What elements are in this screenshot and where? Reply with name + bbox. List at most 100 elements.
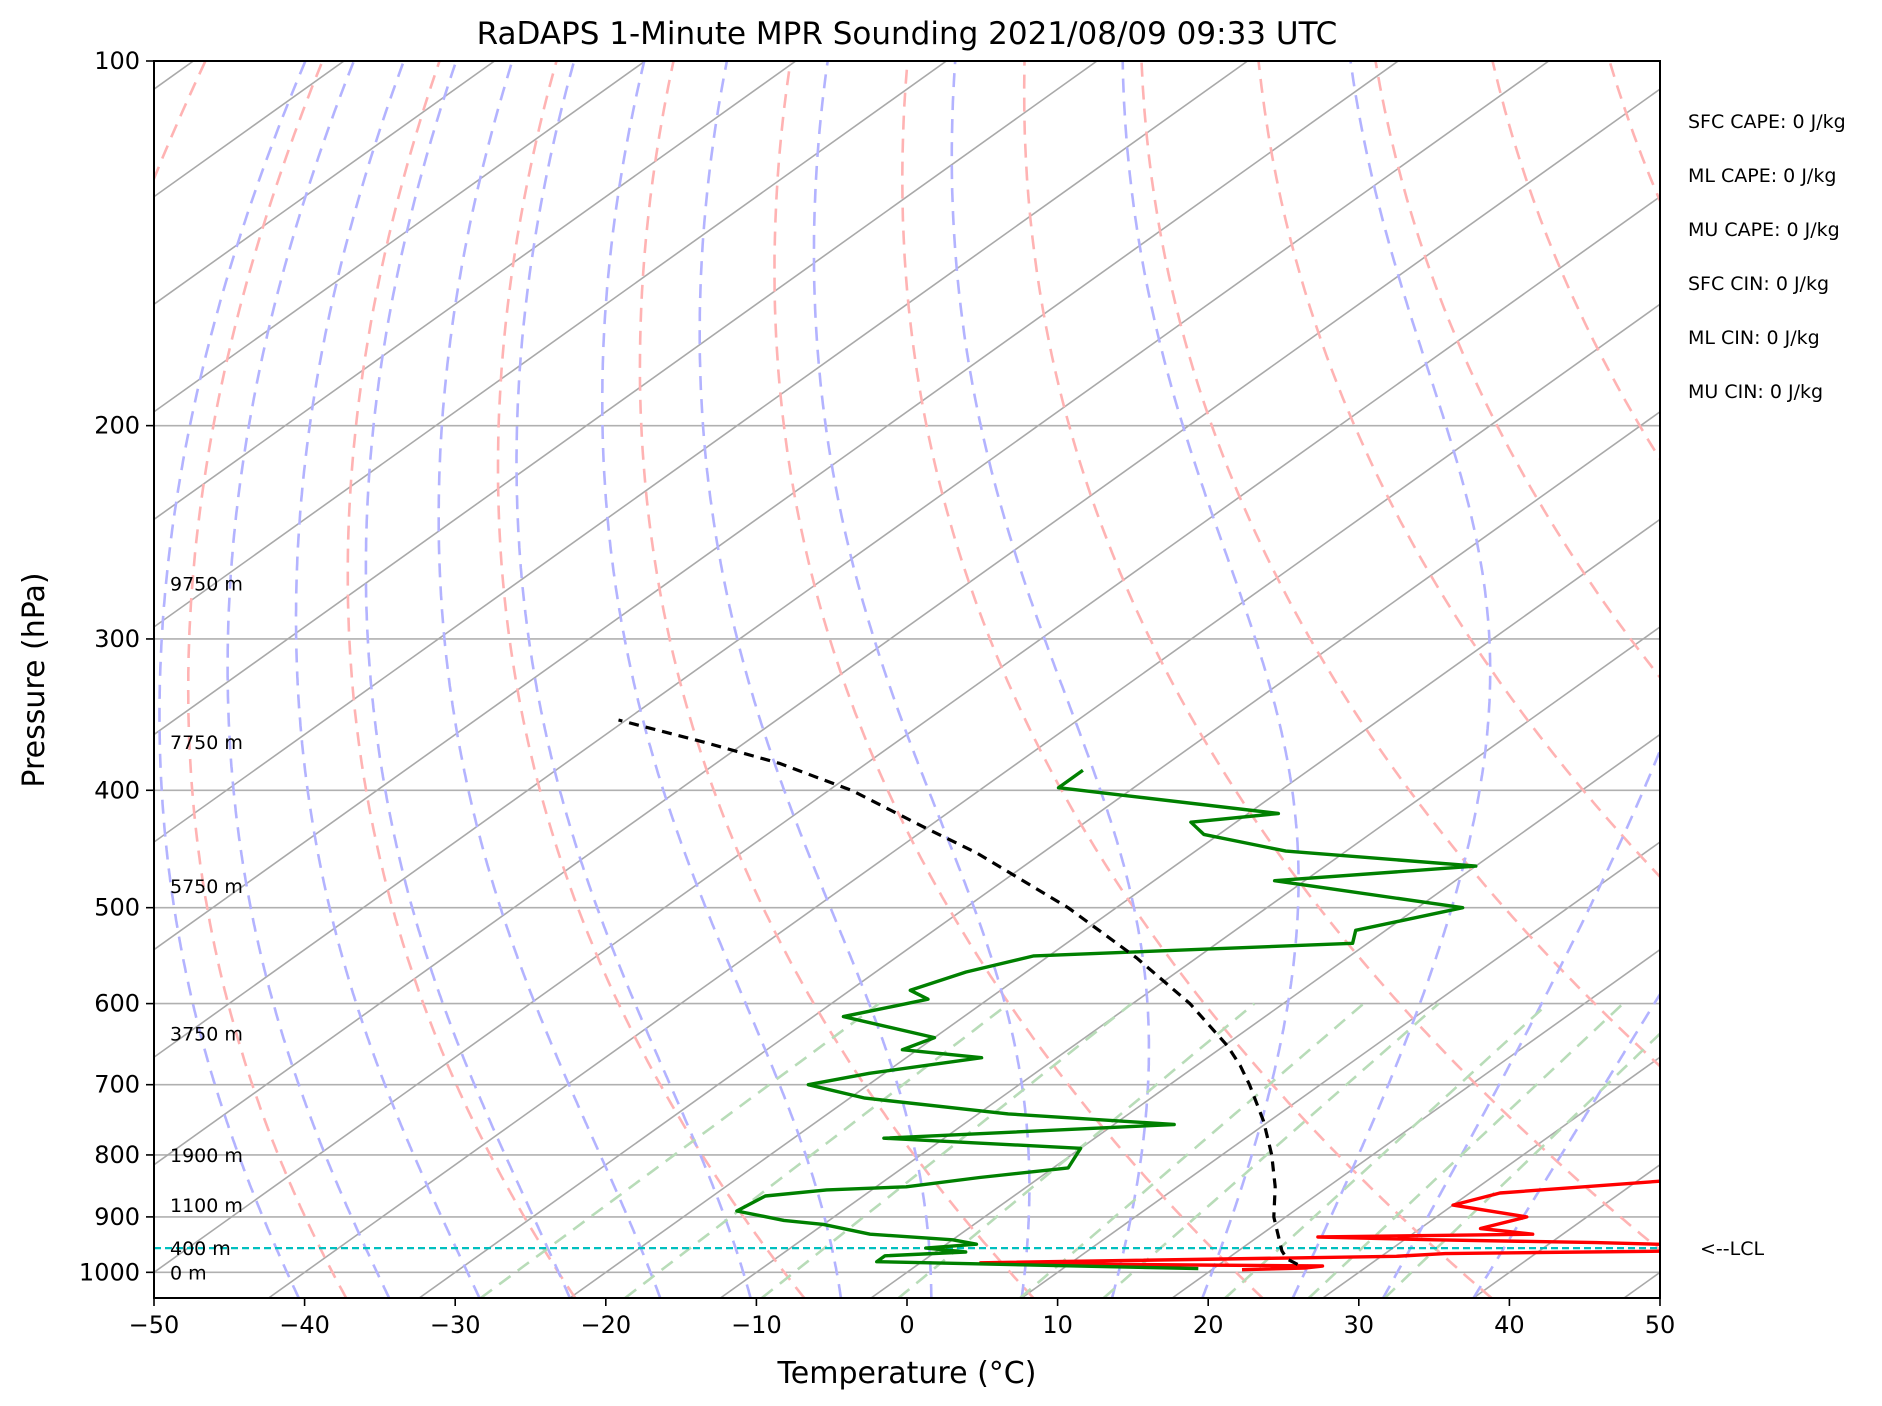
index-label: SFC CIN: 0 J/kg (1688, 273, 1829, 295)
y-tick-label: 900 (94, 1203, 140, 1231)
isotherm-line (870, 733, 1660, 1298)
height-label: 0 m (170, 1262, 207, 1284)
dry-adiabat-line (1844, 61, 1882, 1298)
x-tick-label: 10 (1042, 1311, 1073, 1339)
y-tick-label: 1000 (79, 1258, 140, 1286)
moist-adiabat-line (812, 61, 1031, 1298)
index-label: MU CIN: 0 J/kg (1688, 381, 1823, 403)
dry-adiabat-line (1022, 61, 1660, 1252)
isotherm-line (154, 61, 1399, 951)
dry-adiabat-line (1374, 61, 1660, 680)
dry-adiabat-line (638, 61, 1035, 1298)
lcl-label: <--LCL (1700, 1238, 1764, 1260)
y-tick-label: 300 (94, 625, 140, 653)
x-tick-label: −50 (129, 1311, 180, 1339)
dry-adiabat-line (496, 61, 806, 1298)
height-label: 5750 m (170, 876, 243, 898)
isotherm-line (154, 61, 496, 306)
x-tick-label: 0 (899, 1311, 914, 1339)
height-label: 1100 m (170, 1195, 243, 1217)
mixing-ratio-line (1383, 1031, 1660, 1298)
moist-adiabat-line (437, 61, 662, 1298)
moist-adiabat-line (600, 61, 843, 1298)
isotherm-line (154, 88, 1660, 1166)
mixing-ratio-line (479, 1002, 880, 1298)
moist-adiabat-line (1291, 61, 1492, 1298)
y-tick-label: 600 (94, 990, 140, 1018)
height-label: 1900 m (170, 1145, 243, 1167)
isotherm-line (569, 518, 1660, 1298)
dry-adiabat-line (1140, 61, 1660, 1068)
dry-adiabat-line (1608, 61, 1660, 205)
tick-layer: −50 −40 −30 −20 −10 0 10 20 30 40 50 100 200 300 400 50… (79, 47, 1675, 1339)
y-tick-label: 700 (94, 1071, 140, 1099)
isotherm-line (154, 61, 1249, 844)
moist-adiabat-line (226, 61, 391, 1298)
chart-title: RaDAPS 1-Minute MPR Sounding 2021/08/09 … (477, 16, 1338, 52)
moist-adiabat-line (364, 61, 572, 1298)
isotherm-line (154, 61, 646, 413)
moist-adiabat-line (950, 61, 1151, 1298)
index-label: ML CIN: 0 J/kg (1688, 327, 1820, 349)
isotherm-line (1171, 948, 1660, 1298)
height-label: 9750 m (170, 574, 243, 596)
moist-adiabat-line (1472, 991, 1660, 1298)
isotherm-line (154, 195, 1660, 1274)
background-lines (154, 61, 1882, 1298)
x-tick-label: −10 (731, 1311, 782, 1339)
dry-adiabat-line (1257, 61, 1660, 879)
moist-adiabat-line (1381, 747, 1660, 1298)
y-tick-label: 100 (94, 47, 140, 75)
moist-adiabat-line (698, 61, 933, 1298)
moist-adiabat-line (294, 61, 481, 1298)
isotherm-line (1322, 1056, 1660, 1298)
y-tick-label: 500 (94, 894, 140, 922)
y-axis-label: Pressure (hPa) (17, 572, 52, 787)
isotherm-line (154, 61, 1098, 736)
isotherm-line (154, 61, 1550, 1059)
y-tick-label: 200 (94, 412, 140, 440)
height-label: 400 m (170, 1238, 231, 1260)
x-axis-label: Temperature (°C) (777, 1356, 1037, 1391)
isotherm-line (1021, 841, 1660, 1298)
index-label: MU CAPE: 0 J/kg (1688, 219, 1840, 241)
mixing-ratio-line (1307, 1002, 1624, 1298)
height-label: 3750 m (170, 1023, 243, 1045)
x-tick-label: 20 (1193, 1311, 1224, 1339)
height-label: 7750 m (170, 732, 243, 754)
isotherm-line (719, 625, 1660, 1298)
dewpoint-trace (735, 768, 1478, 1271)
x-tick-label: −40 (279, 1311, 330, 1339)
isotherm-line (418, 410, 1660, 1298)
moist-adiabat-line (1121, 61, 1300, 1298)
isotherm-line (154, 61, 947, 628)
y-tick-label: 800 (94, 1141, 140, 1169)
isotherm-line (268, 303, 1660, 1298)
x-tick-label: −20 (580, 1311, 631, 1339)
isotherm-line (1472, 1163, 1660, 1298)
index-label: ML CAPE: 0 J/kg (1688, 165, 1836, 187)
x-tick-label: −30 (430, 1311, 481, 1339)
x-tick-label: 30 (1344, 1311, 1375, 1339)
x-tick-label: 40 (1494, 1311, 1525, 1339)
plot-frame (153, 60, 1661, 1299)
dry-adiabat-line (1491, 61, 1660, 462)
dry-adiabat-line (1727, 61, 1882, 1298)
x-tick-label: 50 (1645, 1311, 1676, 1339)
isotherm-line (154, 61, 797, 521)
parcel-path (618, 718, 1299, 1266)
index-label: SFC CAPE: 0 J/kg (1688, 111, 1846, 133)
dry-adiabat-line (900, 61, 1493, 1298)
mixing-ratio-line (760, 1002, 1133, 1298)
mixing-ratio-line (1019, 1002, 1365, 1298)
y-tick-label: 400 (94, 776, 140, 804)
series-layer (154, 718, 1660, 1272)
isotherm-line (1623, 1271, 1660, 1298)
moist-adiabat-line (158, 61, 307, 1298)
dry-adiabat-line (346, 61, 577, 1298)
temperature-trace (978, 1179, 1660, 1272)
dry-adiabat-line (186, 61, 348, 1298)
dry-adiabat-line (773, 61, 1264, 1298)
